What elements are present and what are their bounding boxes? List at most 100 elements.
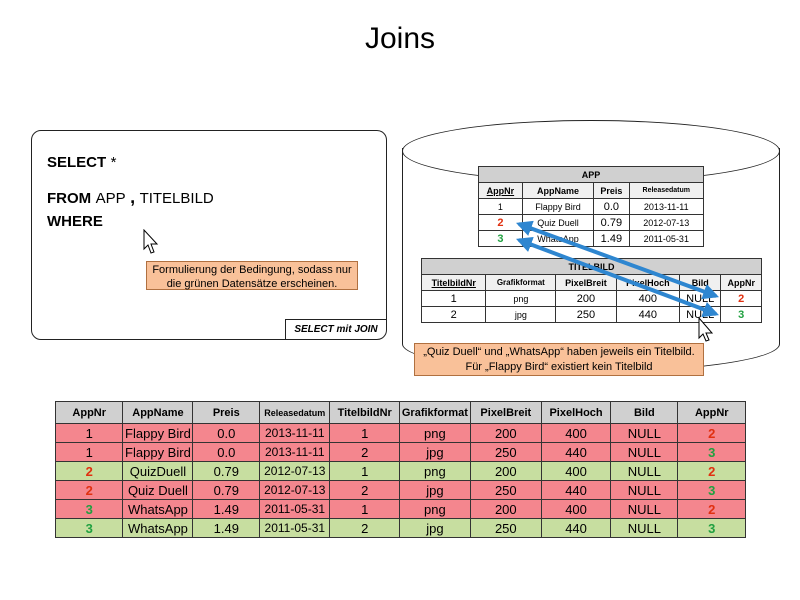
from-line: FROM APP , TITELBILD xyxy=(47,187,214,208)
result-cell: png xyxy=(399,499,471,519)
from-table-titelbild: TITELBILD xyxy=(139,190,214,207)
result-header-cell: Releasedatum xyxy=(259,401,331,424)
result-row: 1 Flappy Bird 0.0 2013-11-11 2 jpg 250 440 NULL 3 xyxy=(54,442,746,462)
result-cell: 2013-11-11 xyxy=(259,423,331,443)
result-row: 2 Quiz Duell 0.79 2012-07-13 2 jpg 250 440 NULL 3 xyxy=(54,480,746,500)
result-cell: 0.79 xyxy=(192,480,261,500)
where-keyword: WHERE xyxy=(47,213,103,230)
result-cell: jpg xyxy=(399,442,471,462)
result-cell: NULL xyxy=(610,442,679,462)
titelbild-table: TITELBILD TitelbildNr Grafikformat Pixel… xyxy=(420,258,762,323)
result-cell: 2 xyxy=(329,480,400,500)
app-table-caption: APP xyxy=(478,166,704,183)
result-cell: 440 xyxy=(540,480,612,500)
result-cell: 1 xyxy=(329,499,400,519)
titelbild-cell: 2 xyxy=(420,306,487,323)
app-cell: 2012-07-13 xyxy=(628,214,705,231)
result-row: 3 WhatsApp 1.49 2011-05-31 2 jpg 250 440 NULL 3 xyxy=(54,518,746,538)
titelbild-header-cell: Grafikformat xyxy=(485,274,557,291)
sql-box-tag: SELECT mit JOIN xyxy=(285,319,386,339)
result-cell: 200 xyxy=(469,423,542,443)
result-cell: 0.0 xyxy=(192,442,261,462)
result-cell: 440 xyxy=(540,518,612,538)
result-cell: 1 xyxy=(54,423,124,443)
titelbild-cell: png xyxy=(485,290,557,307)
result-cell: 440 xyxy=(540,442,612,462)
result-row: 3 WhatsApp 1.49 2011-05-31 1 png 200 400 NULL 2 xyxy=(54,499,746,519)
result-cell: 2 xyxy=(677,499,746,519)
result-cell: 400 xyxy=(540,423,612,443)
result-cell: 2 xyxy=(329,518,400,538)
result-cell: QuizDuell xyxy=(122,461,194,481)
app-cell: 2013-11-11 xyxy=(628,198,705,215)
titelbild-header-cell: PixelHoch xyxy=(615,274,681,291)
result-cell: 2011-05-31 xyxy=(259,499,331,519)
app-cell: Flappy Bird xyxy=(521,198,595,215)
result-cell: 1.49 xyxy=(192,499,261,519)
result-body: 1 Flappy Bird 0.0 2013-11-11 1 png 200 400 NULL 2… xyxy=(54,423,746,538)
cursor-icon xyxy=(143,229,159,254)
result-cell: Flappy Bird xyxy=(122,423,194,443)
result-cell: 400 xyxy=(540,499,612,519)
titelbild-cell: 200 xyxy=(555,290,617,307)
select-keyword: SELECT xyxy=(47,154,107,171)
result-cell: NULL xyxy=(610,423,679,443)
titelbild-cell-fk-green: 3 xyxy=(720,306,762,323)
result-cell: 250 xyxy=(469,442,542,462)
titelbild-header-cell: PixelBreit xyxy=(555,274,617,291)
result-header-cell: AppName xyxy=(122,401,194,424)
result-cell: 2 xyxy=(54,461,124,481)
result-cell: 1 xyxy=(329,461,400,481)
from-comma: , xyxy=(130,187,136,207)
app-cell-id-green: 3 xyxy=(478,230,523,247)
app-header-cell: AppNr xyxy=(478,182,523,199)
result-header-cell: Grafikformat xyxy=(399,401,471,424)
result-cell: NULL xyxy=(610,499,679,519)
result-cell: jpg xyxy=(399,480,471,500)
titelbild-header-cell: Bild xyxy=(678,274,722,291)
result-cell: 3 xyxy=(677,442,746,462)
result-cell: 2013-11-11 xyxy=(259,442,331,462)
result-row: 1 Flappy Bird 0.0 2013-11-11 1 png 200 400 NULL 2 xyxy=(54,423,746,443)
where-hint-callout: Formulierung der Bedingung, sodass nur d… xyxy=(146,261,358,290)
result-cell: 3 xyxy=(677,480,746,500)
titelbild-cell: 440 xyxy=(615,306,681,323)
result-cell: 2 xyxy=(54,480,124,500)
titelbild-table-caption: TITELBILD xyxy=(421,258,762,275)
select-star: * xyxy=(110,154,117,171)
result-cell: 400 xyxy=(540,461,612,481)
app-cell-id-red: 2 xyxy=(478,214,523,231)
result-cell: 2 xyxy=(677,461,746,481)
result-cell: jpg xyxy=(399,518,471,538)
result-cell: 200 xyxy=(469,499,542,519)
titelbild-header-cell: AppNr xyxy=(720,274,762,291)
app-header-cell: AppName xyxy=(521,182,595,199)
titelbild-cell: 1 xyxy=(420,290,487,307)
titelbild-cell: NULL xyxy=(678,290,722,307)
from-keyword: FROM xyxy=(47,190,92,207)
result-cell: 250 xyxy=(469,480,542,500)
result-header-row: AppNr AppName Preis Releasedatum TitelbildNr… xyxy=(54,401,746,424)
result-cell: 2012-07-13 xyxy=(259,461,331,481)
from-table-app: APP xyxy=(95,190,126,207)
app-cell: 1.49 xyxy=(593,230,630,247)
app-header-cell: Releasedatum xyxy=(628,182,705,199)
titelbild-cell-fk-red: 2 xyxy=(720,290,762,307)
result-header-cell: Preis xyxy=(192,401,261,424)
app-cell: WhatsApp xyxy=(521,230,595,247)
result-header-cell: PixelHoch xyxy=(540,401,612,424)
result-cell: 0.0 xyxy=(192,423,261,443)
result-cell: 2011-05-31 xyxy=(259,518,331,538)
app-header-cell: Preis xyxy=(593,182,630,199)
result-cell: 3 xyxy=(54,499,124,519)
result-cell: Flappy Bird xyxy=(122,442,194,462)
titelbild-cell: 250 xyxy=(555,306,617,323)
result-cell: 1.49 xyxy=(192,518,261,538)
titelbild-header-cell: TitelbildNr xyxy=(420,274,487,291)
page-title: Joins xyxy=(364,22,436,55)
result-cell: NULL xyxy=(610,461,679,481)
result-cell: 2012-07-13 xyxy=(259,480,331,500)
result-cell: 250 xyxy=(469,518,542,538)
result-header-cell: AppNr xyxy=(54,401,124,424)
result-row: 2 QuizDuell 0.79 2012-07-13 1 png 200 400 NULL 2 xyxy=(54,461,746,481)
